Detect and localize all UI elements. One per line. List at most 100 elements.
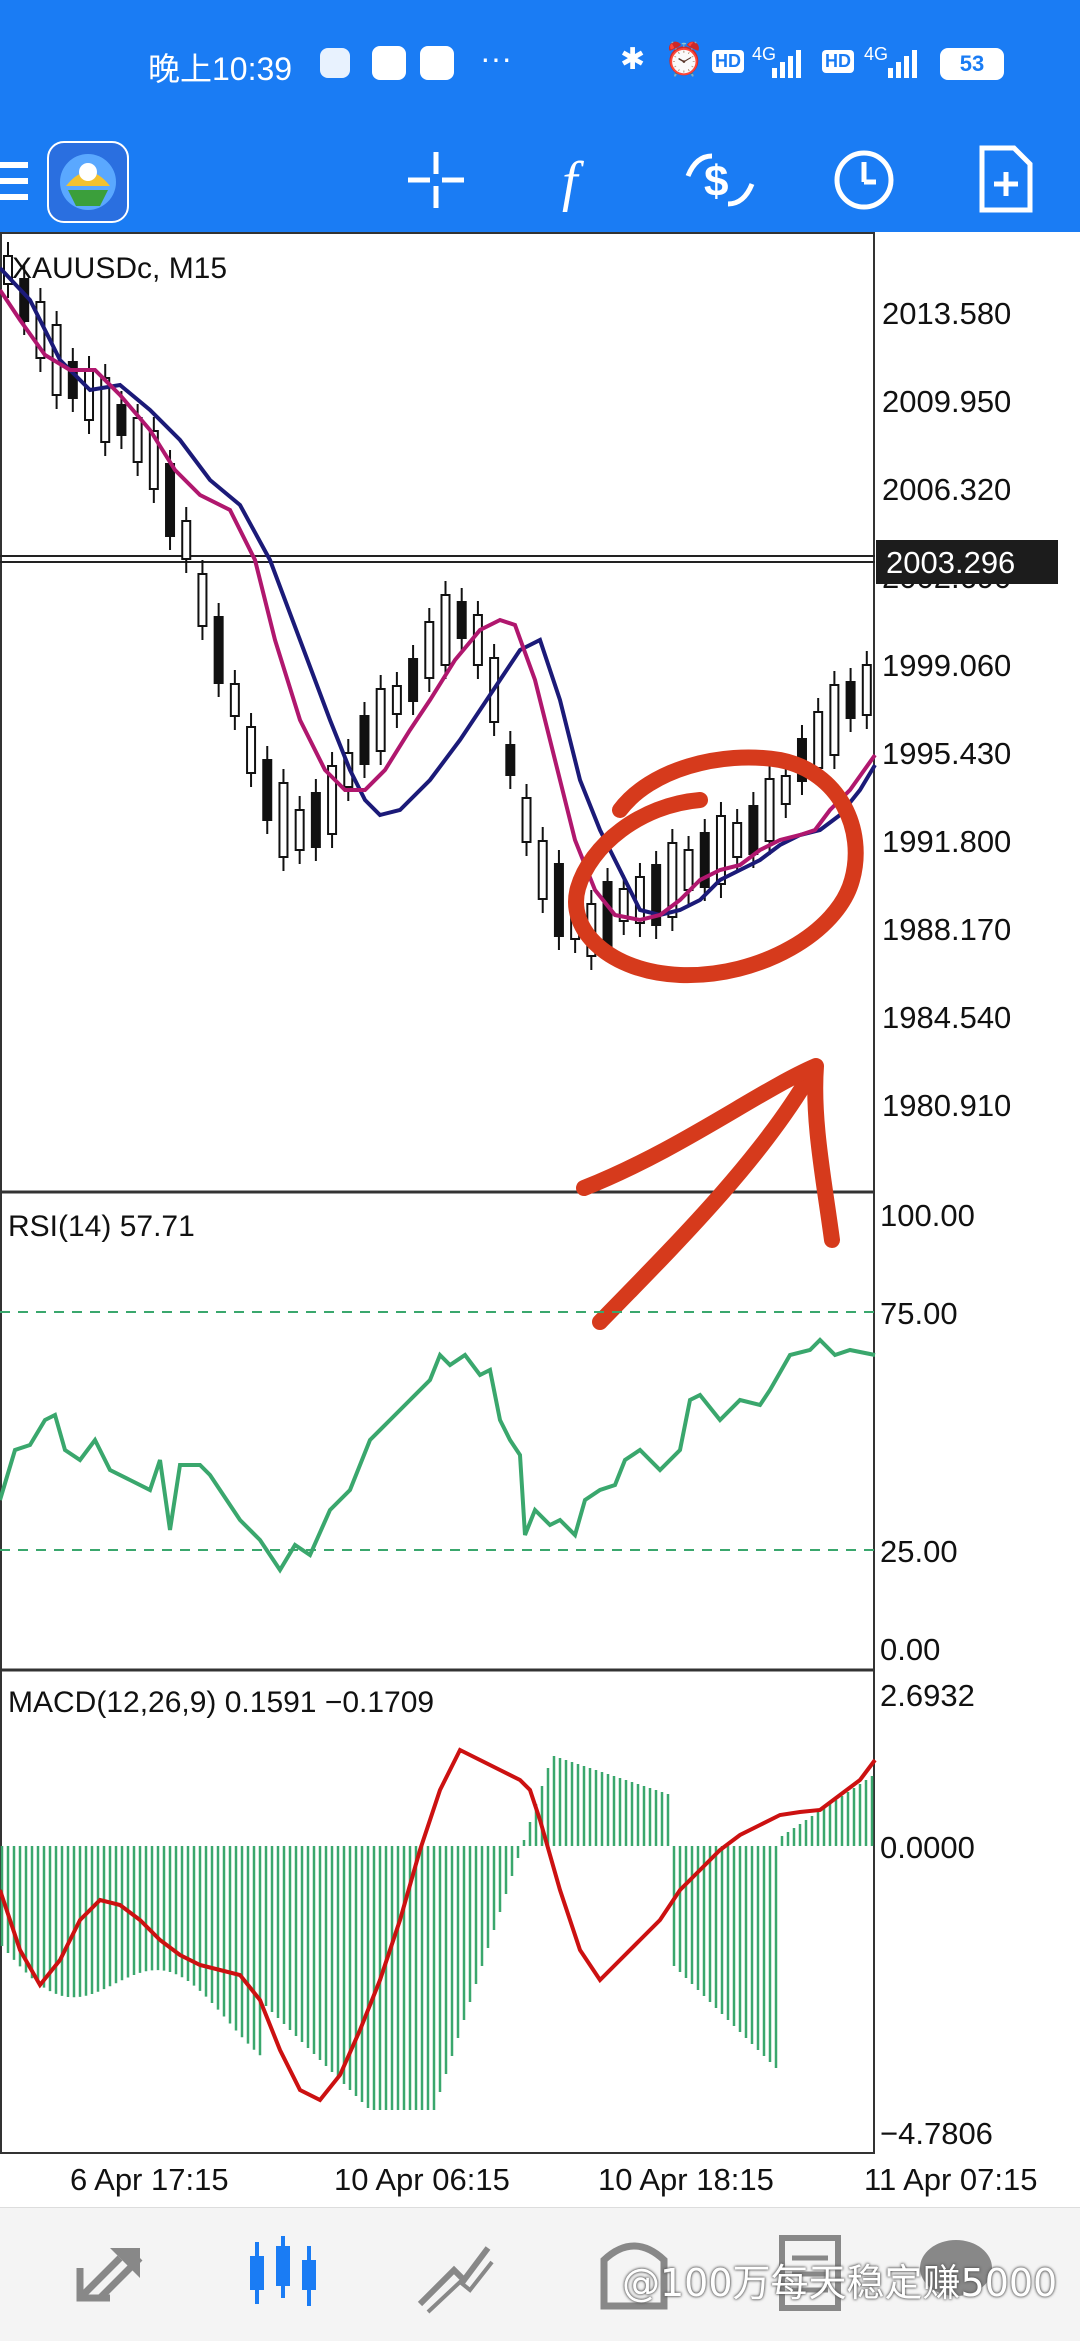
price-tick: 1984.540	[882, 1000, 1011, 1035]
price-tick: 1991.800	[882, 824, 1011, 859]
candle	[505, 744, 516, 776]
time-label: 11 Apr 07:15	[864, 2162, 1038, 2197]
symbol-label: XAUUSDc, M15	[12, 252, 227, 285]
video-app-icon-2	[420, 46, 454, 80]
function-icon[interactable]: f	[550, 146, 610, 214]
candle	[310, 792, 321, 848]
candle	[181, 520, 192, 560]
quotes-icon[interactable]	[60, 2228, 160, 2318]
rsi-line	[0, 1337, 876, 1574]
time-label: 10 Apr 06:15	[334, 2162, 510, 2197]
annotation-arrowhead	[576, 1058, 840, 1248]
candle	[294, 809, 305, 851]
candle	[845, 681, 856, 719]
rsi-label: RSI(14) 57.71	[8, 1210, 195, 1243]
candle	[116, 404, 127, 436]
candle	[732, 822, 743, 858]
crosshair-icon[interactable]	[404, 148, 468, 212]
candle	[553, 863, 564, 937]
watermark: @100万每天稳定赚5000	[622, 2261, 1058, 2305]
macd-level: 0.0000	[880, 1830, 975, 1865]
current-price-value: 2003.296	[886, 545, 1015, 580]
candle	[764, 778, 775, 842]
candle	[391, 685, 402, 715]
macd-label: MACD(12,26,9) 0.1591 −0.1709	[8, 1686, 434, 1719]
toolbar: f $	[0, 128, 1080, 232]
price-tick: 1999.060	[882, 648, 1011, 683]
macd-level: 2.6932	[880, 1678, 975, 1713]
ma-slow-line	[0, 266, 877, 918]
app-logo-icon[interactable]	[46, 140, 130, 224]
candle	[651, 864, 662, 926]
candle	[618, 888, 629, 922]
candle	[813, 711, 824, 769]
annotation-arrow	[592, 1067, 818, 1330]
macd-level: −4.7806	[880, 2116, 993, 2151]
time-label: 6 Apr 17:15	[70, 2162, 229, 2197]
battery-level: 53	[959, 51, 985, 76]
trade-icon[interactable]: $	[682, 146, 758, 214]
chart-icon[interactable]	[232, 2228, 332, 2318]
candle	[748, 805, 759, 855]
candle	[683, 849, 694, 891]
price-tick: 1988.170	[882, 912, 1011, 947]
rsi-level: 0.00	[880, 1632, 940, 1667]
status-bar: 晚上10:39 ··· ✱ ⏰ HD 4G HD 4G 53	[0, 0, 1080, 128]
rsi-level: 25.00	[880, 1534, 958, 1569]
candle	[424, 621, 435, 679]
candle	[148, 430, 159, 490]
messages-icon[interactable]	[900, 2228, 1000, 2318]
candle	[440, 594, 451, 666]
ma-fast-line	[0, 288, 877, 923]
candle	[715, 815, 726, 885]
price-tick: 2013.580	[882, 296, 1011, 331]
annotation-circle	[568, 749, 864, 984]
clock-icon[interactable]	[832, 148, 896, 212]
bluetooth-icon: ✱	[620, 43, 646, 76]
journal-icon[interactable]	[760, 2228, 860, 2318]
battery-icon: 53	[940, 48, 1004, 80]
history-icon[interactable]	[584, 2228, 684, 2318]
macd-signal-line	[0, 1747, 877, 2103]
candle	[132, 417, 143, 463]
candle	[408, 658, 419, 702]
candle	[861, 664, 872, 716]
bottom-nav: @100万每天稳定赚5000	[0, 2207, 1080, 2341]
candlesticks	[3, 242, 872, 970]
candle	[456, 601, 467, 639]
candle	[521, 797, 532, 843]
chart-area[interactable]: 2013.580 2009.950 2006.320 2002.690 1999…	[0, 232, 1080, 2207]
4g-badge-2: 4G	[864, 44, 889, 64]
candle	[229, 683, 240, 717]
candle	[359, 715, 370, 765]
candle	[327, 765, 338, 835]
time-label: 10 Apr 18:15	[598, 2162, 774, 2197]
menu-icon[interactable]	[0, 128, 40, 232]
4g-badge: 4G	[752, 44, 777, 64]
candle	[375, 688, 386, 752]
rsi-level: 75.00	[880, 1296, 958, 1331]
new-document-icon[interactable]	[978, 144, 1034, 214]
hd-badge: HD	[712, 50, 744, 73]
candle	[213, 616, 224, 684]
candle	[246, 726, 257, 774]
rsi-level: 100.00	[880, 1198, 975, 1233]
alarm-icon: ⏰	[664, 41, 704, 77]
status-time: 晚上10:39	[148, 51, 293, 87]
candle	[19, 278, 30, 322]
candle	[262, 759, 273, 821]
svg-text:$: $	[704, 157, 728, 206]
candle	[67, 361, 78, 399]
candle	[472, 614, 483, 666]
price-tick: 1980.910	[882, 1088, 1011, 1123]
candle	[84, 369, 95, 421]
app-notification-icon	[320, 48, 350, 78]
price-axis: 2013.580 2009.950 2006.320 2002.690 1999…	[882, 296, 1011, 1123]
candle	[667, 842, 678, 918]
candle	[829, 684, 840, 756]
candle	[197, 573, 208, 627]
trade-nav-icon[interactable]	[404, 2228, 504, 2318]
candle	[278, 782, 289, 858]
price-tick: 2009.950	[882, 384, 1011, 419]
current-price-tag	[876, 540, 1058, 584]
